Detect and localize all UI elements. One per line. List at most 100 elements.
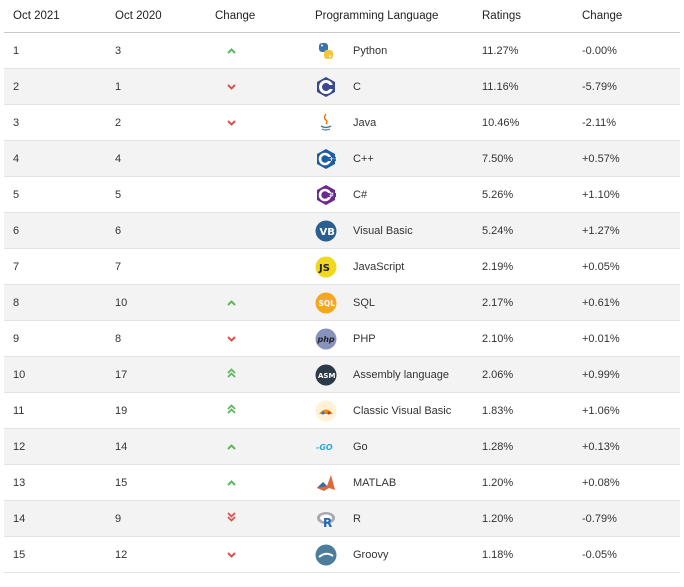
change-cell [215, 392, 315, 429]
rank-current: 3 [4, 104, 115, 141]
svg-text:php: php [317, 335, 335, 344]
rating-change: +0.08% [582, 464, 680, 501]
python-logo-icon [315, 40, 337, 62]
go-logo-icon: -GO [315, 436, 337, 458]
arrow-up-icon [226, 442, 236, 452]
table-header-row: Oct 2021 Oct 2020 Change Programming Lan… [4, 0, 680, 33]
language-name: Python [353, 44, 388, 57]
rating-value: 1.18% [482, 536, 582, 573]
rating-change: +0.13% [582, 428, 680, 465]
rank-previous: 8 [115, 320, 215, 357]
svg-text:VB: VB [320, 227, 335, 238]
change-cell [215, 464, 315, 501]
language-cell: Python [315, 32, 482, 69]
arrow-up-icon [226, 46, 236, 56]
language-name: C [353, 80, 361, 93]
rank-previous: 4 [115, 140, 215, 177]
header-ratings: Ratings [482, 0, 582, 33]
rank-previous: 1 [115, 68, 215, 105]
rating-change: +0.01% [582, 320, 680, 357]
table-row: 3 2 Java 10.46% -2.11% [4, 104, 680, 141]
rating-value: 1.20% [482, 500, 582, 537]
rank-current: 13 [4, 464, 115, 501]
rank-previous: 7 [115, 248, 215, 285]
language-cell: SQL SQL [315, 284, 482, 321]
language-name: Classic Visual Basic [353, 404, 452, 417]
change-cell [215, 176, 315, 213]
header-oct-2021: Oct 2021 [4, 0, 115, 33]
rank-current: 7 [4, 248, 115, 285]
language-name: Visual Basic [353, 224, 413, 237]
rank-current: 8 [4, 284, 115, 321]
rank-current: 5 [4, 176, 115, 213]
rating-change: -5.79% [582, 68, 680, 105]
rating-value: 1.20% [482, 464, 582, 501]
rating-value: 2.06% [482, 356, 582, 393]
language-name: PHP [353, 332, 376, 345]
language-name: SQL [353, 296, 376, 309]
r-logo-icon: R [315, 508, 337, 530]
rank-current: 12 [4, 428, 115, 465]
language-name: MATLAB [353, 476, 397, 489]
svg-text:ASM: ASM [318, 372, 335, 380]
table-row: 6 6 VB Visual Basic 5.24% +1.27% [4, 212, 680, 249]
svg-text:++: ++ [329, 156, 337, 163]
language-cell: Java [315, 104, 482, 141]
rank-previous: 12 [115, 536, 215, 573]
language-cell: Classic Visual Basic [315, 392, 482, 429]
rank-previous: 5 [115, 176, 215, 213]
language-cell: VB Visual Basic [315, 212, 482, 249]
rank-current: 10 [4, 356, 115, 393]
language-name: JavaScript [353, 260, 405, 273]
language-cell: JS JavaScript [315, 248, 482, 285]
svg-text:-GO: -GO [316, 443, 333, 452]
table-row: 5 5 # C# 5.26% +1.10% [4, 176, 680, 213]
header-language: Programming Language [315, 0, 482, 33]
language-cell: php PHP [315, 320, 482, 357]
table-row: 1 3 Python 11.27% -0.00% [4, 32, 680, 69]
matlab-logo-icon [315, 472, 337, 494]
rank-previous: 9 [115, 500, 215, 537]
language-name: C++ [353, 152, 374, 165]
rank-current: 15 [4, 536, 115, 573]
language-cell: # C# [315, 176, 482, 213]
change-cell [215, 104, 315, 141]
table-row: 10 17 ASM Assembly language 2.06% +0.99% [4, 356, 680, 393]
change-cell [215, 32, 315, 69]
groovy-logo-icon [315, 544, 337, 566]
svg-text:#: # [329, 192, 334, 199]
rating-change: -0.00% [582, 32, 680, 69]
header-rating-change: Change [582, 0, 680, 33]
rank-previous: 2 [115, 104, 215, 141]
tiobe-ranking-table: Oct 2021 Oct 2020 Change Programming Lan… [4, 0, 680, 573]
rating-change: -0.05% [582, 536, 680, 573]
table-row: 15 12 Groovy 1.18% -0.05% [4, 536, 680, 573]
asm-logo-icon: ASM [315, 364, 337, 386]
change-cell [215, 500, 315, 537]
rating-change: +1.27% [582, 212, 680, 249]
rating-value: 10.46% [482, 104, 582, 141]
rank-previous: 6 [115, 212, 215, 249]
table-row: 13 15 MATLAB 1.20% +0.08% [4, 464, 680, 501]
double-arrow-up-icon [226, 368, 236, 380]
change-cell [215, 356, 315, 393]
table-row: 2 1 C 11.16% -5.79% [4, 68, 680, 105]
arrow-down-icon [226, 550, 236, 560]
rating-value: 2.17% [482, 284, 582, 321]
sql-logo-icon: SQL [315, 292, 337, 314]
arrow-down-icon [226, 334, 236, 344]
table-row: 7 7 JS JavaScript 2.19% +0.05% [4, 248, 680, 285]
svg-text:R: R [323, 516, 332, 530]
vb-logo-icon: VB [315, 220, 337, 242]
rank-current: 2 [4, 68, 115, 105]
cpp-logo-icon: ++ [315, 148, 337, 170]
svg-text:JS: JS [318, 263, 330, 274]
language-name: Go [353, 440, 368, 453]
rank-current: 11 [4, 392, 115, 429]
rating-change: +0.57% [582, 140, 680, 177]
language-cell: ++ C++ [315, 140, 482, 177]
arrow-down-icon [226, 118, 236, 128]
language-cell: MATLAB [315, 464, 482, 501]
c-logo-icon [315, 76, 337, 98]
language-cell: ASM Assembly language [315, 356, 482, 393]
